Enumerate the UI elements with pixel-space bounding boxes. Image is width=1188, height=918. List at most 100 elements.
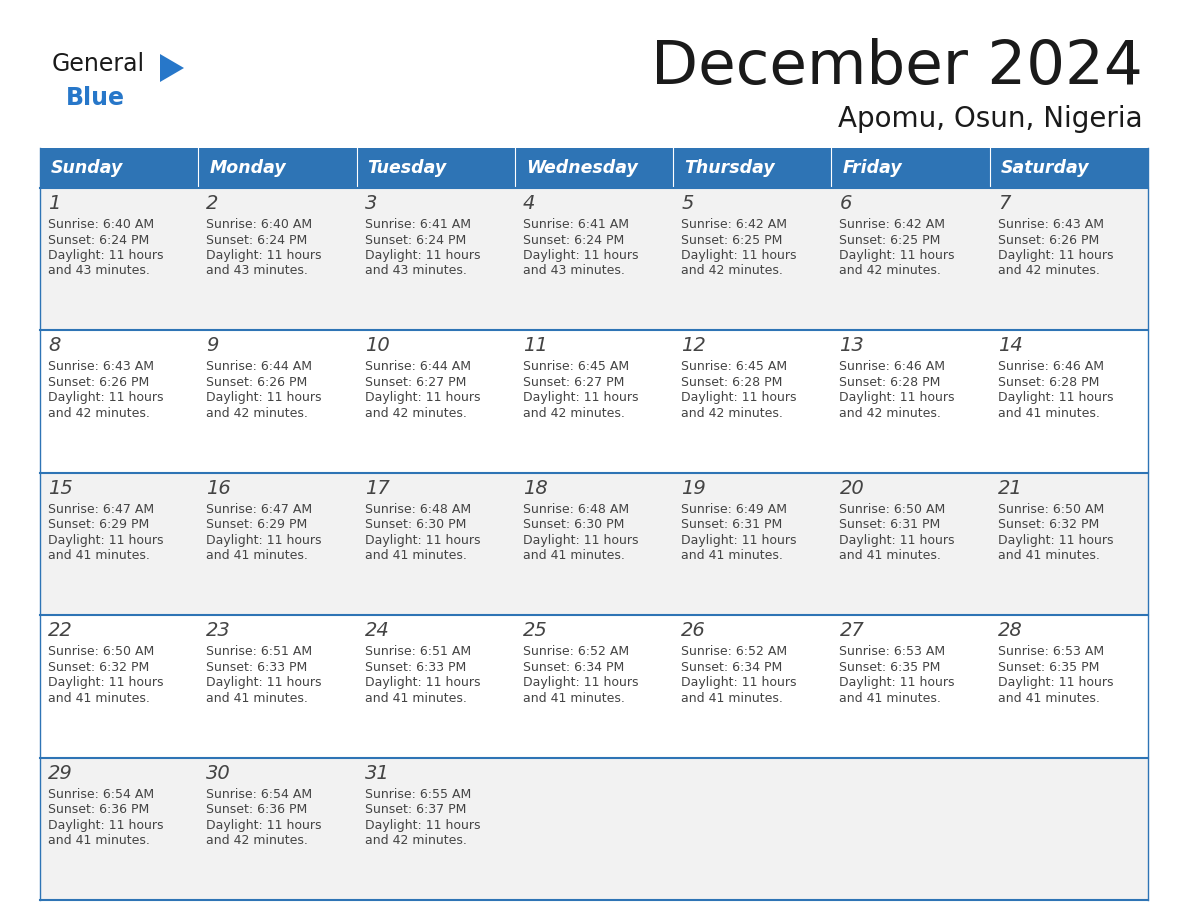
Text: Sunset: 6:33 PM: Sunset: 6:33 PM [365,661,466,674]
Bar [198,473,356,615]
Text: Wednesday: Wednesday [526,159,638,177]
Text: Daylight: 11 hours: Daylight: 11 hours [840,677,955,689]
Text: and 42 minutes.: and 42 minutes. [48,407,150,420]
Text: Sunset: 6:26 PM: Sunset: 6:26 PM [207,375,308,389]
Text: Daylight: 11 hours: Daylight: 11 hours [840,391,955,405]
Text: 11: 11 [523,336,548,355]
Text: 18: 18 [523,479,548,498]
Text: and 42 minutes.: and 42 minutes. [840,407,941,420]
Bar [832,188,990,330]
Text: and 43 minutes.: and 43 minutes. [365,264,467,277]
Bar [674,188,832,330]
Text: and 41 minutes.: and 41 minutes. [48,549,150,563]
Text: Sunrise: 6:41 AM: Sunrise: 6:41 AM [365,218,470,231]
Text: 31: 31 [365,764,390,783]
Text: and 43 minutes.: and 43 minutes. [48,264,150,277]
Text: Sunset: 6:37 PM: Sunset: 6:37 PM [365,803,466,816]
Text: 3: 3 [365,194,377,213]
Text: Sunset: 6:26 PM: Sunset: 6:26 PM [998,233,1099,247]
Text: Sunset: 6:24 PM: Sunset: 6:24 PM [365,233,466,247]
Text: 19: 19 [681,479,706,498]
Text: Sunrise: 6:47 AM: Sunrise: 6:47 AM [48,503,154,516]
Text: Sunrise: 6:51 AM: Sunrise: 6:51 AM [365,645,470,658]
Text: and 42 minutes.: and 42 minutes. [207,407,308,420]
Bar [674,473,832,615]
Text: 2: 2 [207,194,219,213]
Text: Daylight: 11 hours: Daylight: 11 hours [998,391,1113,405]
Text: and 42 minutes.: and 42 minutes. [681,407,783,420]
Bar [514,148,674,188]
Text: Daylight: 11 hours: Daylight: 11 hours [523,391,638,405]
Text: Sunrise: 6:40 AM: Sunrise: 6:40 AM [48,218,154,231]
Text: Sunrise: 6:47 AM: Sunrise: 6:47 AM [207,503,312,516]
Text: Sunrise: 6:43 AM: Sunrise: 6:43 AM [998,218,1104,231]
Text: 14: 14 [998,336,1023,355]
Text: Daylight: 11 hours: Daylight: 11 hours [840,249,955,262]
Text: Sunset: 6:34 PM: Sunset: 6:34 PM [523,661,624,674]
Text: Tuesday: Tuesday [367,159,447,177]
Bar [356,148,514,188]
Bar [198,615,356,757]
Bar [356,330,514,473]
Text: Sunset: 6:32 PM: Sunset: 6:32 PM [48,661,150,674]
Text: Sunrise: 6:52 AM: Sunrise: 6:52 AM [523,645,628,658]
Text: Sunset: 6:25 PM: Sunset: 6:25 PM [840,233,941,247]
Text: December 2024: December 2024 [651,38,1143,97]
Text: Sunset: 6:24 PM: Sunset: 6:24 PM [523,233,624,247]
Text: Sunrise: 6:46 AM: Sunrise: 6:46 AM [840,361,946,374]
Text: Friday: Friday [842,159,902,177]
Text: and 42 minutes.: and 42 minutes. [681,264,783,277]
Text: and 42 minutes.: and 42 minutes. [998,264,1100,277]
Text: and 41 minutes.: and 41 minutes. [207,549,308,563]
Bar [832,330,990,473]
Text: Sunset: 6:27 PM: Sunset: 6:27 PM [365,375,466,389]
Text: Sunset: 6:28 PM: Sunset: 6:28 PM [681,375,783,389]
Text: and 41 minutes.: and 41 minutes. [523,549,625,563]
Text: Daylight: 11 hours: Daylight: 11 hours [523,249,638,262]
Text: 29: 29 [48,764,72,783]
Text: and 41 minutes.: and 41 minutes. [998,691,1100,705]
Text: Sunset: 6:28 PM: Sunset: 6:28 PM [998,375,1099,389]
Text: 21: 21 [998,479,1023,498]
Text: Daylight: 11 hours: Daylight: 11 hours [365,677,480,689]
Text: Sunset: 6:34 PM: Sunset: 6:34 PM [681,661,783,674]
Text: Daylight: 11 hours: Daylight: 11 hours [48,391,164,405]
Text: Sunset: 6:28 PM: Sunset: 6:28 PM [840,375,941,389]
Text: Sunset: 6:24 PM: Sunset: 6:24 PM [207,233,308,247]
Bar [198,757,356,900]
Text: Apomu, Osun, Nigeria: Apomu, Osun, Nigeria [839,105,1143,133]
Text: Sunrise: 6:46 AM: Sunrise: 6:46 AM [998,361,1104,374]
Text: 10: 10 [365,336,390,355]
Text: Sunrise: 6:41 AM: Sunrise: 6:41 AM [523,218,628,231]
Text: and 41 minutes.: and 41 minutes. [681,691,783,705]
Text: Sunrise: 6:48 AM: Sunrise: 6:48 AM [365,503,470,516]
Bar [674,757,832,900]
Text: Sunrise: 6:40 AM: Sunrise: 6:40 AM [207,218,312,231]
Bar [356,473,514,615]
Text: Sunrise: 6:54 AM: Sunrise: 6:54 AM [207,788,312,800]
Bar [40,757,198,900]
Text: Sunset: 6:32 PM: Sunset: 6:32 PM [998,519,1099,532]
Bar [40,615,198,757]
Text: Thursday: Thursday [684,159,775,177]
Text: 4: 4 [523,194,536,213]
Text: Daylight: 11 hours: Daylight: 11 hours [48,677,164,689]
Bar [514,330,674,473]
Text: Daylight: 11 hours: Daylight: 11 hours [48,819,164,832]
Text: Daylight: 11 hours: Daylight: 11 hours [998,533,1113,547]
Bar [514,615,674,757]
Text: Blue: Blue [67,86,125,110]
Bar [990,148,1148,188]
Text: and 42 minutes.: and 42 minutes. [207,834,308,847]
Text: Sunset: 6:30 PM: Sunset: 6:30 PM [523,519,624,532]
Text: General: General [52,52,145,76]
Text: and 41 minutes.: and 41 minutes. [207,691,308,705]
Bar [198,148,356,188]
Text: 27: 27 [840,621,864,640]
Text: Daylight: 11 hours: Daylight: 11 hours [681,677,797,689]
Text: 5: 5 [681,194,694,213]
Text: Sunset: 6:35 PM: Sunset: 6:35 PM [840,661,941,674]
Text: Sunrise: 6:55 AM: Sunrise: 6:55 AM [365,788,470,800]
Text: 13: 13 [840,336,864,355]
Bar [674,148,832,188]
